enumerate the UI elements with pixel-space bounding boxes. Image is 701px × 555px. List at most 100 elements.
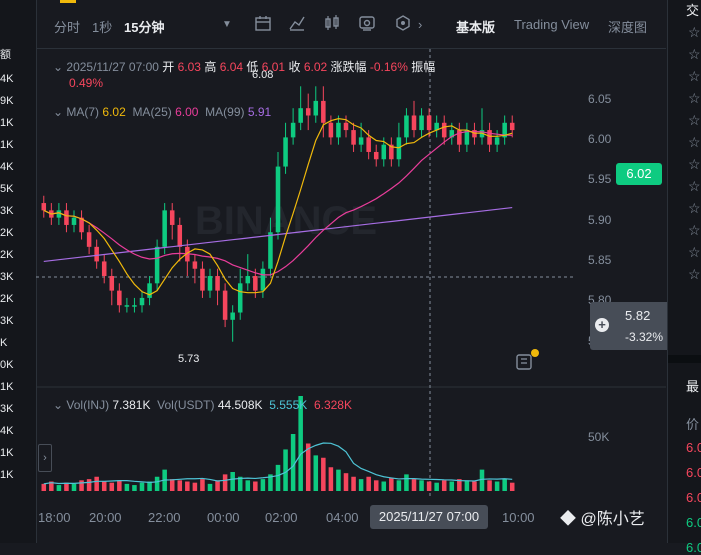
candle-body <box>494 137 500 145</box>
trade-price: 6.0 <box>686 490 701 505</box>
settings-icon[interactable] <box>358 14 376 32</box>
kline-canvas[interactable]: BINANCE <box>36 49 666 543</box>
volume-bar <box>472 481 477 491</box>
candle-body <box>336 122 341 138</box>
candle-body <box>373 151 379 160</box>
ma-legend: ⌄ MA(7) 6.02 MA(25) 6.00 MA(99) 5.91 <box>53 105 272 119</box>
ma7-line <box>43 118 513 296</box>
view-basic[interactable]: 基本版 <box>456 20 496 35</box>
alert-icon[interactable] <box>514 349 540 375</box>
candle-body <box>404 115 409 138</box>
kline-chart[interactable]: BINANCE ⌄ 2025/11/27 07:00 开 6.03 高 6.04… <box>36 49 676 543</box>
price-tick: 5.85 <box>588 253 612 267</box>
volume-bar <box>434 482 439 491</box>
collapse-panel-button[interactable]: › <box>38 444 52 472</box>
change-value: -0.16% <box>369 60 408 74</box>
favorite-star-icon[interactable]: ☆ <box>688 178 701 194</box>
high-label: 高 <box>204 60 217 74</box>
candle-body <box>313 100 319 116</box>
chevron-right-icon[interactable]: › <box>418 17 423 32</box>
favorite-star-icon[interactable]: ☆ <box>688 244 701 260</box>
candle-body <box>305 108 311 116</box>
favorite-star-icon[interactable]: ☆ <box>688 90 701 106</box>
candle-type-icon[interactable] <box>323 14 341 32</box>
favorite-star-icon[interactable]: ☆ <box>688 222 701 238</box>
candle-body <box>245 276 251 284</box>
left-strip: 额 4K 9K 1K 1K 4K 5K 3K 2K 2K 3K 2K 3K K 0K 1K 3K 4K 1K 1K <box>0 0 37 543</box>
vol-usdt-value: 44.508K <box>217 398 263 412</box>
volume-bar <box>381 481 387 491</box>
candle-body <box>434 122 439 131</box>
vol-legend: ⌄ Vol(INJ) 7.381K Vol(USDT) 44.508K 5.55… <box>53 398 352 412</box>
ma25-line <box>43 130 513 276</box>
left-strip-value: 0K <box>0 359 14 371</box>
interval-1s[interactable]: 1秒 <box>92 20 113 35</box>
right-panel: 交 ☆ ☆ ☆ ☆ ☆ ☆ ☆ ☆ ☆ ☆ ☆ ☆ 最 价 6.0 6.0 6.0 6.0 6.0 <box>667 0 701 555</box>
candle-body <box>343 122 349 131</box>
interval-time-sharing[interactable]: 分时 <box>54 20 81 35</box>
volume-bar <box>290 434 296 491</box>
ma25-value: 6.00 <box>175 105 199 119</box>
hexagon-icon[interactable] <box>394 14 412 32</box>
candle-body <box>283 137 288 167</box>
favorite-star-icon[interactable]: ☆ <box>688 200 701 216</box>
ma99-label: MA(99) <box>205 105 245 119</box>
chevron-down-icon[interactable]: ▼ <box>222 19 232 30</box>
interval-15m[interactable]: 15分钟 <box>124 20 165 35</box>
volume-bar <box>457 479 462 491</box>
ma99-value: 5.91 <box>247 105 272 119</box>
favorite-star-icon[interactable]: ☆ <box>688 68 701 84</box>
favorite-star-icon[interactable]: ☆ <box>688 156 701 172</box>
left-strip-value: 3K <box>0 205 14 217</box>
volume-bar <box>426 481 432 491</box>
calendar-icon[interactable] <box>254 14 272 32</box>
volume-bar <box>139 482 145 491</box>
candle-body <box>449 130 455 138</box>
candle-body <box>154 246 160 284</box>
volume-bar <box>358 479 364 491</box>
price-tick: 5.95 <box>588 172 612 186</box>
favorite-star-icon[interactable]: ☆ <box>688 134 701 150</box>
volume-bar <box>487 480 492 491</box>
left-strip-value: 5K <box>0 183 14 195</box>
volume-axis-label: 50K <box>588 430 610 444</box>
volume-bar <box>494 481 500 491</box>
candle-body <box>71 217 77 225</box>
left-strip-value: 2K <box>0 249 14 261</box>
volume-bar <box>509 482 515 491</box>
volume-bar <box>177 480 183 491</box>
favorite-star-icon[interactable]: ☆ <box>688 112 701 128</box>
indicator-icon[interactable] <box>288 14 306 32</box>
cursor-price: 5.82 <box>625 308 651 323</box>
candle-body <box>260 268 266 291</box>
volume-bar <box>275 464 281 491</box>
left-strip-value: 9K <box>0 95 14 107</box>
volume-bar <box>321 457 326 491</box>
cursor-price-box[interactable]: + 5.82 -3.32% <box>590 302 676 350</box>
view-depth[interactable]: 深度图 <box>608 20 648 35</box>
candle-body <box>169 210 175 225</box>
volume-bar <box>305 443 311 491</box>
candle-body <box>426 115 432 131</box>
favorite-star-icon[interactable]: ☆ <box>688 24 701 40</box>
volume-bar <box>124 483 130 491</box>
volume-bar <box>71 483 77 491</box>
candle-body <box>215 276 220 291</box>
candle-body <box>328 122 334 138</box>
volume-bar <box>343 473 349 491</box>
amp-label: 振幅 <box>411 60 436 74</box>
ma99-line <box>43 206 513 263</box>
current-price-tag: 6.02 <box>616 163 662 185</box>
favorite-star-icon[interactable]: ☆ <box>688 266 701 282</box>
vol-usdt-label: Vol(USDT) <box>157 398 215 412</box>
volume-bar <box>253 481 258 491</box>
left-strip-value: 2K <box>0 293 14 305</box>
view-tradingview[interactable]: Trading View <box>514 17 590 32</box>
favorite-star-icon[interactable]: ☆ <box>688 46 701 62</box>
candle-body <box>147 283 152 298</box>
volume-bar <box>404 474 409 491</box>
candle-body <box>109 276 115 291</box>
candle-body <box>419 115 424 131</box>
add-order-icon[interactable]: + <box>595 318 609 332</box>
time-tick: 22:00 <box>148 510 181 525</box>
